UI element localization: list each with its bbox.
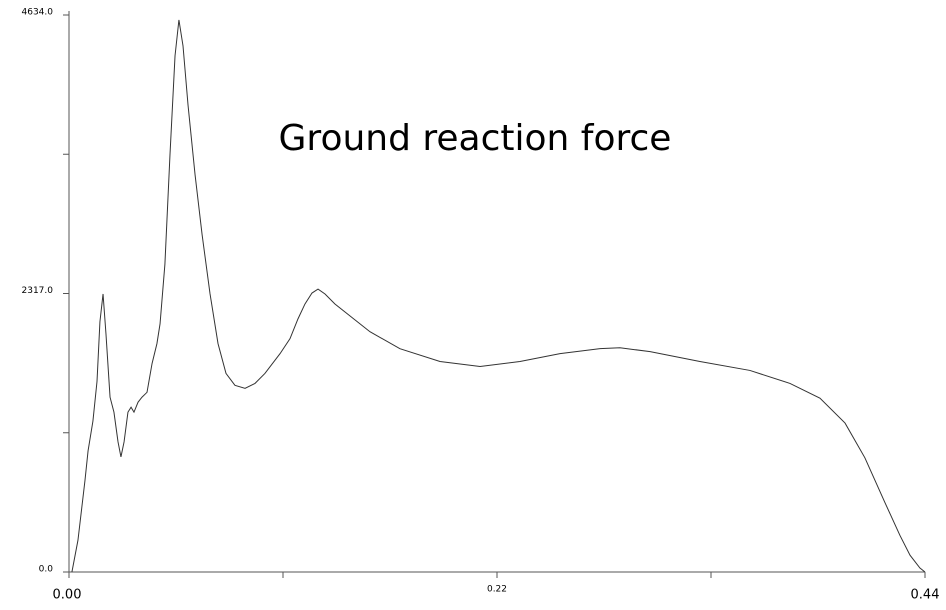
y-tick-label: 4634.0 xyxy=(22,8,54,18)
data-line xyxy=(71,19,926,573)
x-tick-label: 0.22 xyxy=(487,585,507,595)
x-tick-label: 0.00 xyxy=(53,588,82,603)
chart-title: Ground reaction force xyxy=(279,118,672,159)
y-tick-label: 2317.0 xyxy=(22,286,54,296)
y-tick-label: 0.0 xyxy=(39,565,54,575)
x-tick-label: 0.44 xyxy=(911,588,940,603)
